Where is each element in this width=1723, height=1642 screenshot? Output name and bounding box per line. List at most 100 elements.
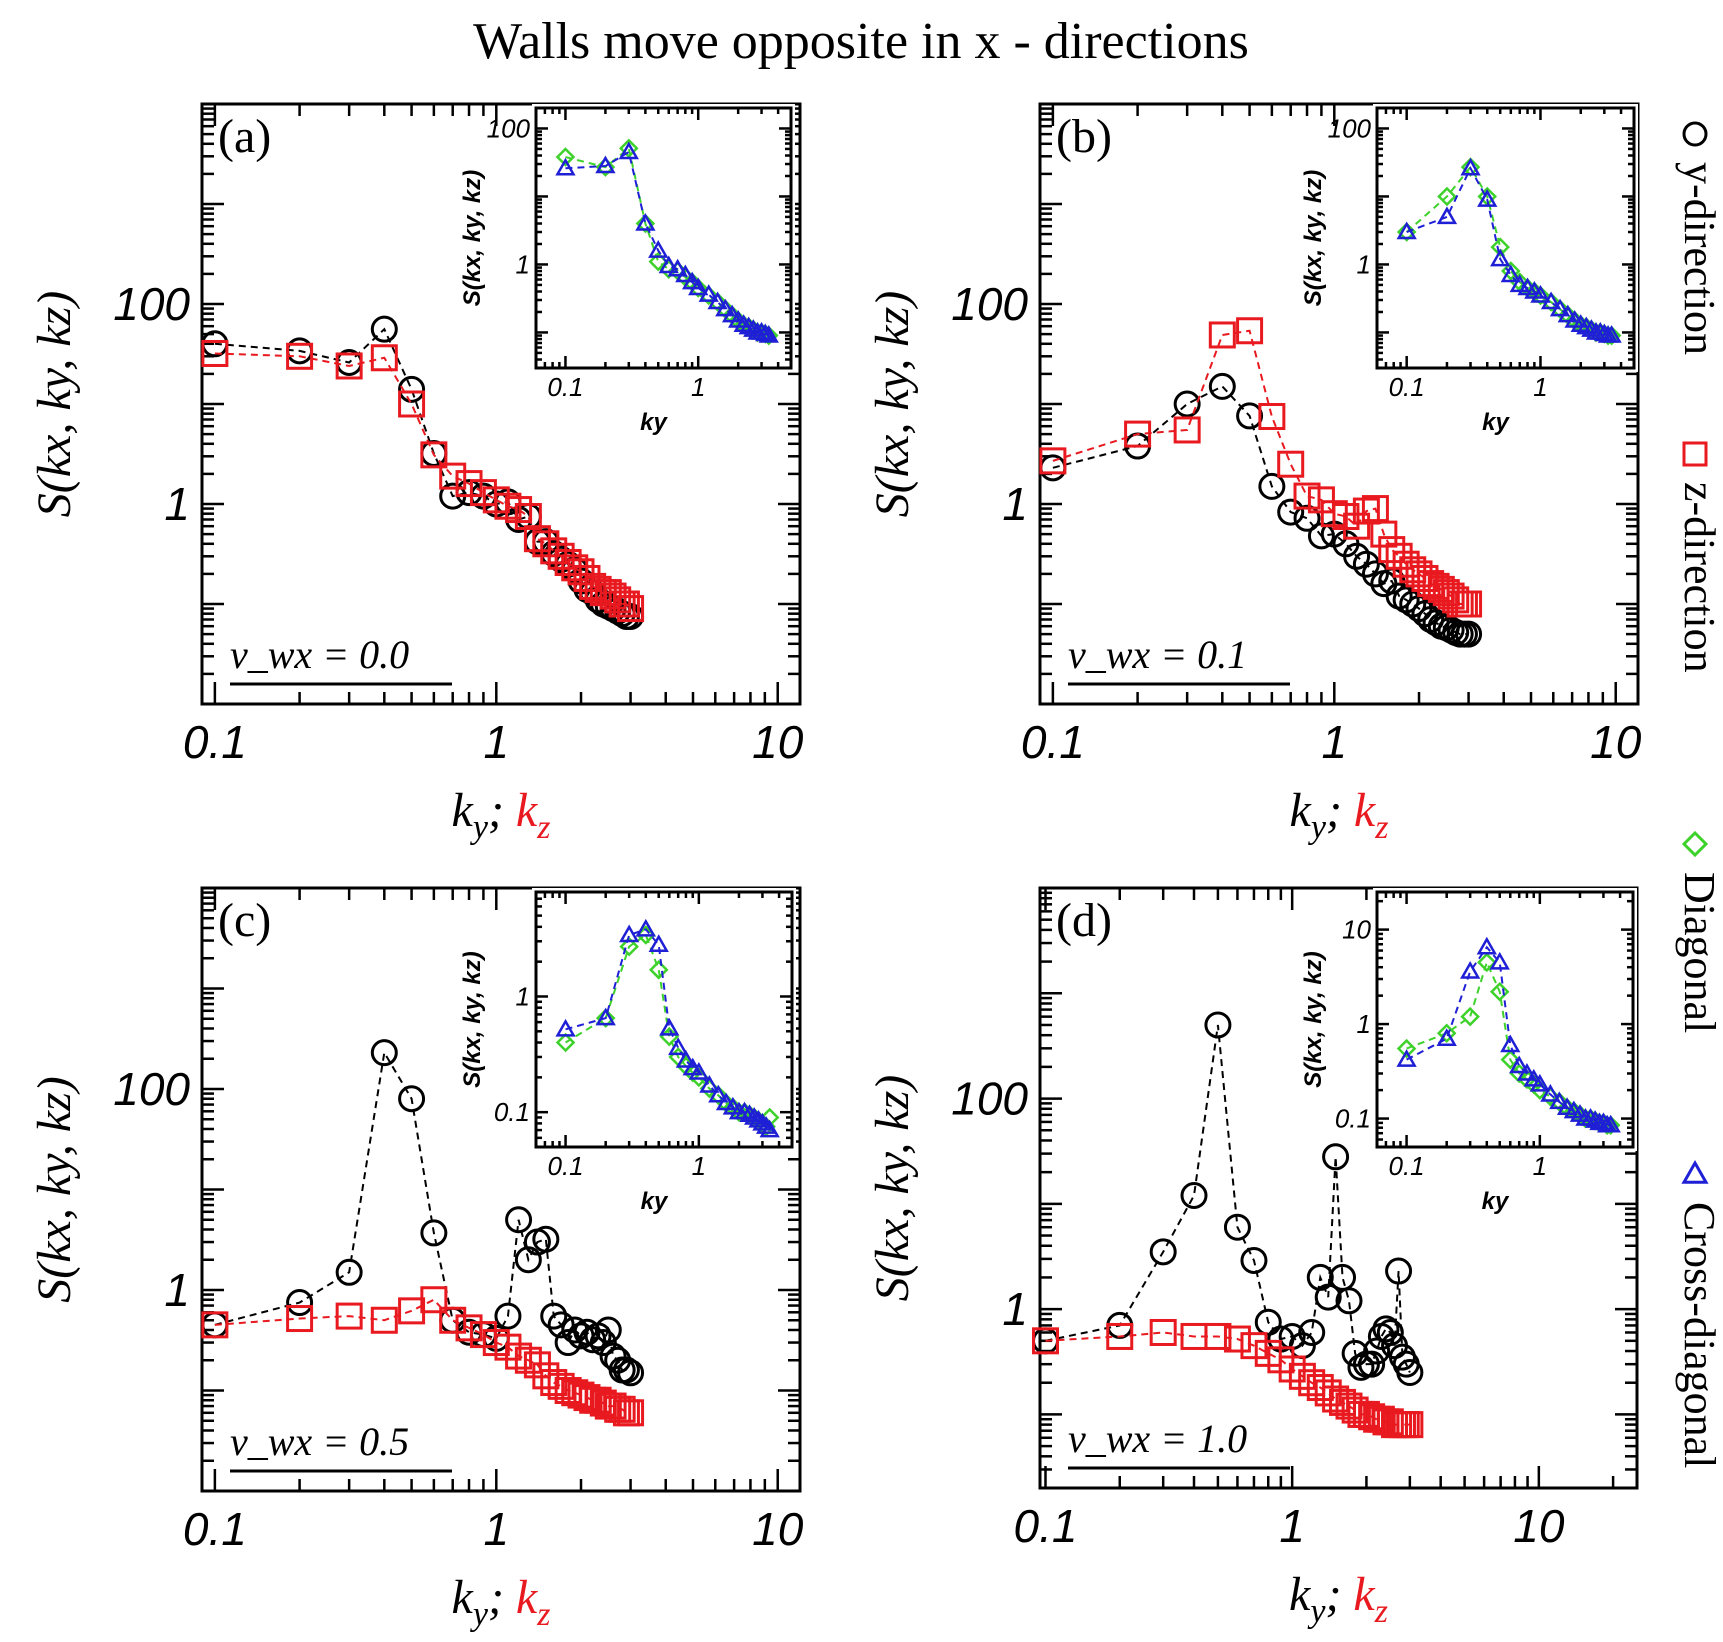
inset-data-point [1500, 1049, 1521, 1070]
inset-x-axis-label: ky [1482, 1188, 1510, 1215]
main-data-point [398, 390, 426, 418]
inset-data-point [743, 319, 764, 337]
inset-data-point [1489, 981, 1510, 1002]
inset-data-point [1460, 1006, 1480, 1027]
inset-x-axis-label: ky [1482, 409, 1510, 436]
legend-label: y-direction [1675, 162, 1723, 355]
main-data-point [1455, 590, 1483, 618]
inset-data-point [648, 960, 669, 980]
main-data-point [589, 1329, 617, 1357]
main-data-point [335, 352, 363, 380]
main-data-point [1278, 1355, 1306, 1383]
main-data-point [1106, 1322, 1134, 1350]
x-axis-label: ky; kz [452, 784, 551, 846]
inset-y-tick-label: 1 [1357, 1009, 1371, 1039]
inset-series-line [565, 150, 770, 337]
main-y-tick-label: 1 [1002, 1283, 1028, 1335]
inset-data-point [1601, 325, 1622, 343]
y-axis-label: S(kx, ky, kz) [28, 1076, 81, 1303]
inset-data-point [635, 212, 656, 231]
panel-c: 0.1 1 10 1 100 (c) v_wx = 0.5 ky; kz S(kx, ky, k… [28, 886, 804, 1633]
x-axis-label: ky; kz [1289, 1568, 1388, 1630]
main-data-point [1335, 1287, 1363, 1315]
main-y-tick-label: 1 [164, 1264, 190, 1316]
inset-data-point [1540, 1083, 1561, 1102]
main-data-point [547, 1372, 575, 1400]
main-data-point [370, 1306, 398, 1334]
inset-data-point [755, 323, 776, 342]
main-data-point [540, 1302, 568, 1330]
inset-data-point [1436, 206, 1458, 225]
inset-data-point [1476, 936, 1497, 955]
main-data-point [1173, 390, 1201, 418]
legend-item-z-direction: z-direction [1675, 441, 1723, 673]
main-data-point [1361, 560, 1389, 588]
inset-y-tick-label: 0.1 [1335, 1104, 1371, 1134]
inset-data-point [1477, 952, 1497, 973]
main-data-point [1236, 317, 1264, 345]
main-data-point [1455, 620, 1483, 648]
inset-x-tick-label: 0.1 [547, 372, 583, 402]
panels: 0.1 1 10 1 100 (a) v_wx = 0.0 ky; kz S(kx, ky, k… [28, 102, 1642, 1633]
main-data-point [286, 1305, 314, 1333]
inset-data-point [595, 1008, 616, 1028]
inset-data-point [1489, 951, 1510, 970]
main-x-tick-label: 10 [1590, 716, 1642, 768]
main-data-point [1208, 321, 1236, 349]
inset-y-axis-label: S(kx, ky, kz) [459, 170, 486, 307]
main-data-point [420, 1286, 448, 1314]
main-data-point [1240, 1332, 1268, 1360]
main-data-point [505, 1206, 533, 1234]
inset-y-tick-label: 10 [1342, 915, 1371, 945]
inset-x-tick-label: 0.1 [1388, 1151, 1424, 1181]
main-x-tick-label: 0.1 [1021, 716, 1085, 768]
main-data-point [1236, 402, 1264, 430]
inset-data-point [681, 271, 703, 290]
main-series-z-direction [1031, 1318, 1424, 1439]
figure-title: Walls move opposite in x - directions [473, 13, 1249, 70]
inset-data-point [708, 1084, 729, 1103]
main-data-point [370, 315, 398, 343]
main-data-point [579, 1326, 607, 1354]
inset-d: 0.1 1 0.1 1 10 ky S(kx, ky, kz) [1300, 888, 1637, 1215]
main-data-point [1240, 1246, 1268, 1274]
inset-data-point [688, 277, 709, 296]
main-x-tick-label: 0.1 [183, 716, 247, 768]
main-data-point [370, 344, 398, 372]
inset-data-point [1600, 1114, 1621, 1133]
main-data-point [286, 1289, 314, 1317]
main-data-point [1277, 498, 1305, 526]
inset-data-point [1550, 299, 1570, 319]
main-x-tick-label: 1 [484, 716, 510, 768]
panel-label: (a) [218, 110, 271, 163]
inset-data-point [1549, 298, 1571, 317]
inset-data-point [619, 924, 640, 943]
main-data-point [286, 342, 314, 370]
main-x-tick-label: 1 [1322, 716, 1348, 768]
inset-data-point [1581, 319, 1602, 337]
inset-data-point [648, 240, 669, 258]
inset-data-point [1590, 321, 1611, 340]
inset-data-point [1530, 284, 1551, 303]
main-data-point [494, 1302, 522, 1330]
inset-a: 0.1 1 1 100 ky S(kx, ky, kz) [459, 104, 795, 436]
inset-data-point [675, 264, 696, 283]
main-series-y-direction [1031, 1011, 1424, 1387]
main-data-point [514, 1346, 542, 1374]
main-data-point [1322, 1143, 1350, 1171]
main-data-point [594, 1316, 622, 1344]
main-data-point [1363, 1337, 1391, 1365]
inset-data-point [1584, 1110, 1606, 1128]
main-x-tick-label: 1 [484, 1503, 510, 1555]
main-data-point [1361, 495, 1389, 523]
inset-x-axis-label: ky [641, 1188, 669, 1215]
main-data-point [1396, 1411, 1424, 1439]
inset-plot-frame [1375, 106, 1636, 370]
inset-plot-frame [1375, 890, 1635, 1149]
main-data-point [617, 595, 645, 623]
inset-x-tick-label: 1 [1533, 1151, 1547, 1181]
main-x-tick-label: 0.1 [183, 1503, 247, 1555]
inset-series-line [565, 933, 771, 1129]
inset-y-tick-label: 1 [516, 981, 530, 1011]
main-data-point [617, 1399, 645, 1427]
